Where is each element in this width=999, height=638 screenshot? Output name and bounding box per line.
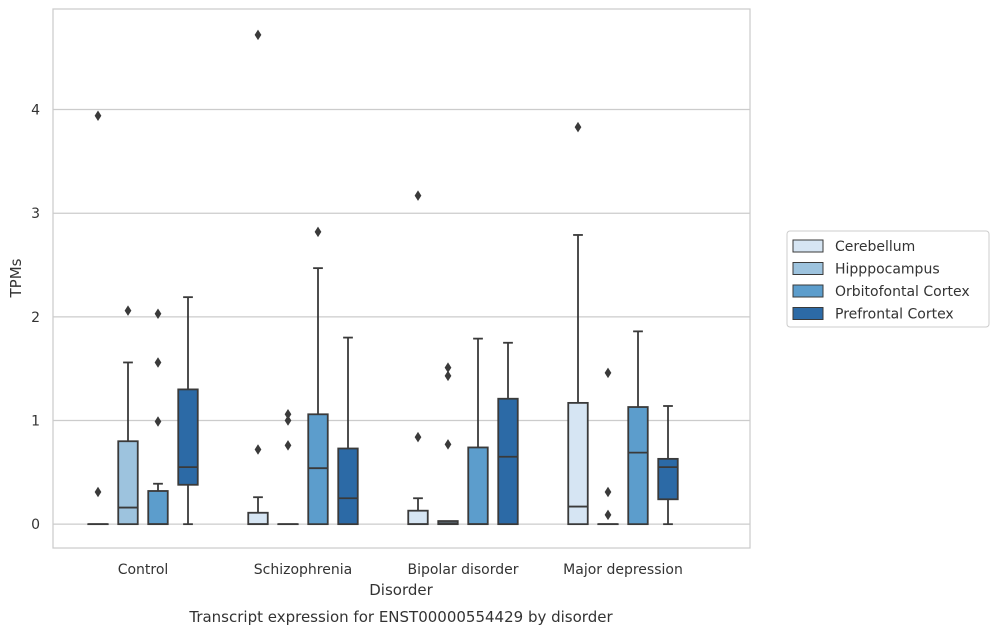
box-body [308,414,328,524]
box-body [658,459,678,499]
box-body [338,448,358,524]
box [658,406,678,524]
outlier-point [95,111,102,122]
outlier-point [445,362,452,373]
box [338,338,358,525]
legend-swatch [793,240,823,252]
outlier-point [605,510,612,520]
box-body [248,513,268,524]
box [468,339,488,525]
box [408,190,428,524]
outlier-point [255,30,262,40]
legend-swatch [793,308,823,320]
outlier-point [155,357,162,368]
outlier-point [155,416,162,427]
box-body [498,399,518,524]
outlier-point [415,432,422,443]
box [498,343,518,524]
legend-label: Prefrontal Cortex [835,307,954,323]
y-tick-label: 0 [31,517,40,533]
legend: Cerebellum Hipppocampus Orbitofontal Corte… [787,231,989,327]
box [278,409,298,524]
legend-label: Hipppocampus [835,262,940,278]
box [308,227,328,525]
outlier-point [285,409,292,420]
legend-label: Cerebellum [835,239,915,255]
box-body [408,511,428,524]
outlier-point [605,487,612,498]
x-axis-label: Disorder [369,581,433,599]
plot-boxes [88,30,678,525]
legend-swatch [793,263,823,275]
box [248,30,268,524]
x-tick-label: Major depression [563,562,683,578]
y-axis-label: TPMs [7,258,25,298]
y-tick-label: 3 [31,206,40,222]
y-tick-label: 4 [31,103,40,119]
y-tick-label: 1 [31,414,40,430]
chart-caption: Transcript expression for ENST0000055442… [188,608,613,626]
box [628,331,648,524]
outlier-point [415,190,422,201]
legend-label: Orbitofontal Cortex [835,284,970,300]
box [148,308,168,524]
box [178,297,198,524]
outlier-point [255,444,262,455]
outlier-point [315,227,322,238]
outlier-point [575,122,582,133]
x-tick-labels: Control Schizophrenia Bipolar disorder Majo… [118,562,683,578]
x-tick-label: Bipolar disorder [407,562,518,578]
box-body [628,407,648,524]
outlier-point [95,487,102,498]
x-tick-label: Control [118,562,169,578]
box [568,122,588,524]
outlier-point [445,439,452,450]
y-tick-labels: 0 1 2 3 4 [31,103,40,534]
box-body [148,491,168,524]
box [118,305,138,524]
x-tick-label: Schizophrenia [254,562,352,578]
box-body [468,447,488,524]
outlier-point [605,368,612,379]
box [438,362,458,524]
box [598,368,618,525]
box-body [178,389,198,484]
y-tick-label: 2 [31,310,40,326]
legend-swatch [793,285,823,297]
outlier-point [285,440,292,451]
outlier-point [125,305,132,316]
box-body [118,441,138,524]
